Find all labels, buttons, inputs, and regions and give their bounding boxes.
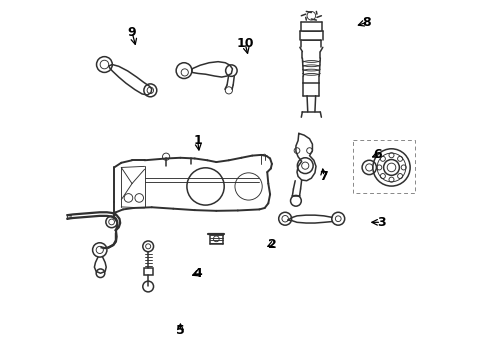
Text: 3: 3 bbox=[377, 216, 386, 229]
Text: 10: 10 bbox=[236, 36, 254, 50]
Text: 8: 8 bbox=[363, 16, 371, 29]
Text: 4: 4 bbox=[193, 267, 202, 280]
Text: 9: 9 bbox=[128, 26, 136, 39]
Text: 7: 7 bbox=[319, 170, 328, 183]
Bar bbox=[144, 268, 153, 275]
Text: 5: 5 bbox=[176, 324, 185, 337]
Text: 1: 1 bbox=[193, 134, 202, 147]
Text: 6: 6 bbox=[373, 148, 382, 161]
Text: 2: 2 bbox=[268, 238, 276, 251]
Bar bbox=[353, 140, 416, 193]
